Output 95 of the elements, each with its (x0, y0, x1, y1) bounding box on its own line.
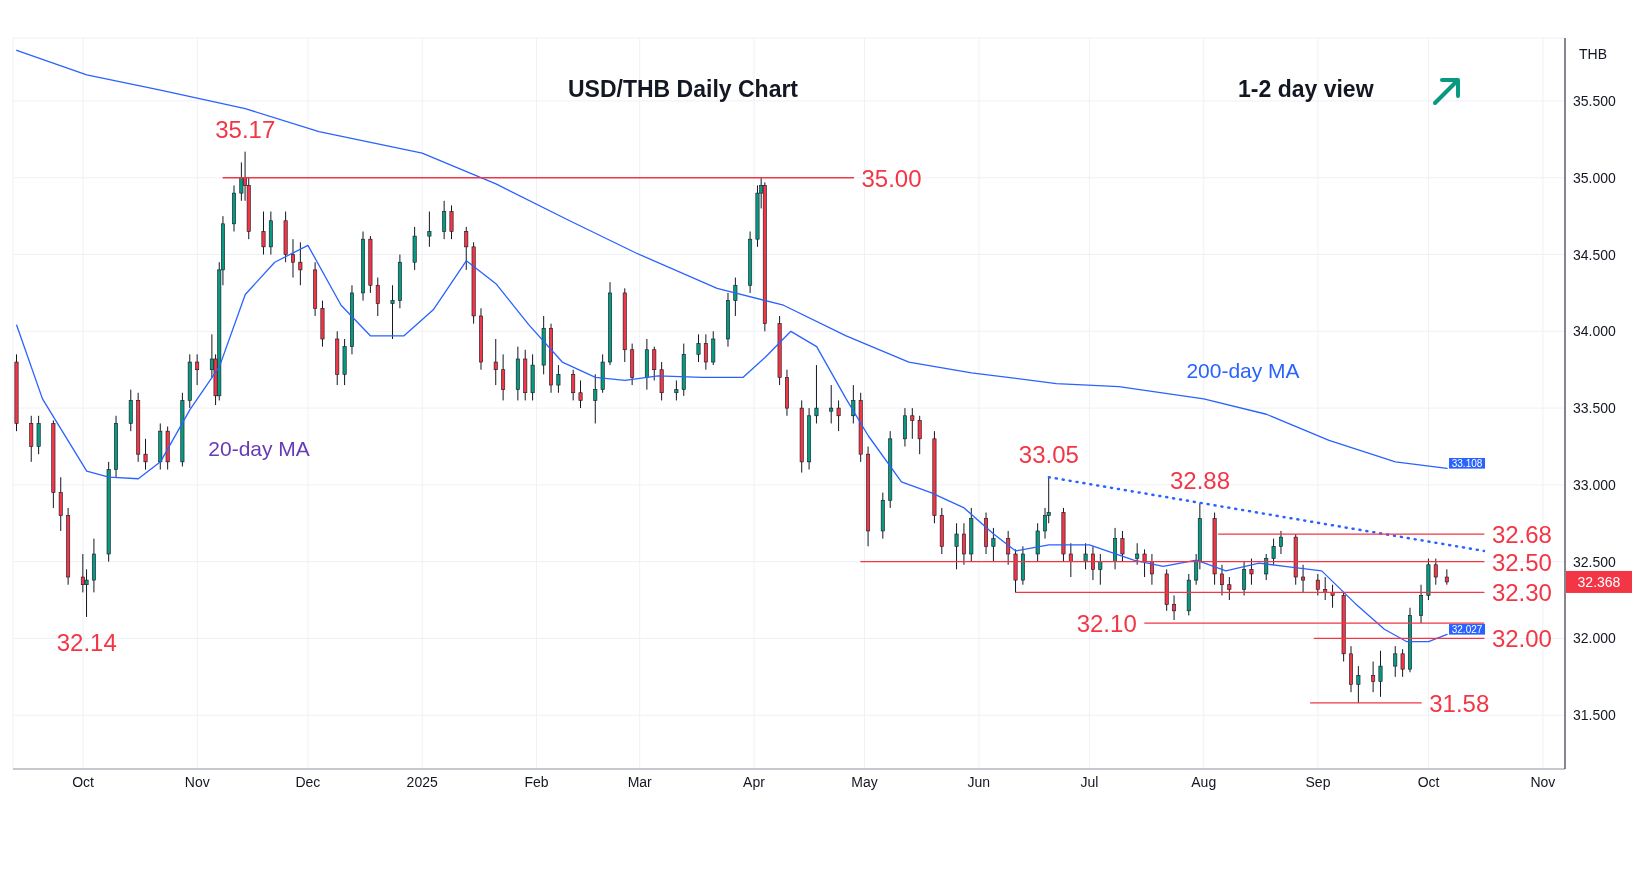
candlestick (1279, 530, 1283, 555)
y-tick-label: 34.500 (1573, 246, 1617, 263)
text: USD/THB Daily Chart (568, 76, 799, 103)
candlestick (58, 476, 63, 532)
x-tick-label: Mar (627, 773, 653, 790)
annotation: 32.10 (1076, 610, 1137, 638)
candlestick (578, 379, 583, 409)
annotation: 31.58 (1429, 689, 1490, 717)
annotation: 32.14 (56, 628, 117, 656)
candlestick (954, 522, 959, 570)
y-tick-label: 34.000 (1573, 323, 1617, 340)
x-tick-label: May (851, 773, 878, 790)
y-axis-title: THB (1579, 46, 1607, 62)
annotation: 33.05 (1018, 441, 1079, 469)
series-label: 200-day MA (1186, 359, 1300, 384)
candlestick (556, 364, 561, 394)
candlestick (501, 353, 506, 401)
x-tick-label: Feb (524, 773, 549, 790)
candlestick (449, 204, 454, 240)
candlestick (261, 211, 266, 256)
x-tick-label: Dec (295, 773, 321, 790)
candlestick (464, 226, 469, 271)
candlestick (29, 415, 34, 463)
x-tick-label: Jul (1080, 773, 1099, 790)
annotation: 1-2 day view (1238, 76, 1374, 103)
y-tick-label: 35.000 (1573, 169, 1617, 186)
candlestick (1400, 648, 1405, 678)
candlestick (427, 211, 432, 248)
candlestick (1419, 584, 1423, 624)
x-tick-label: 2025 (406, 773, 438, 790)
x-tick-label: Oct (72, 773, 95, 790)
candlestick (493, 338, 498, 386)
annotation: 32.68 (1491, 521, 1552, 549)
y-tick-label: 32.000 (1573, 630, 1617, 647)
candlestick (902, 407, 907, 447)
data-label: 32.027 (1451, 623, 1483, 635)
candlestick (571, 369, 576, 401)
candlestick (733, 277, 738, 317)
candlestick (593, 373, 598, 424)
candlestick (814, 364, 819, 424)
data-label: 33.108 (1451, 457, 1483, 469)
y-tick-label: 31.500 (1573, 707, 1617, 724)
candlestick (1271, 538, 1276, 566)
candlestick (1135, 542, 1140, 566)
candlestick (1393, 645, 1398, 678)
candlestick (851, 384, 856, 424)
candlestick (1356, 665, 1361, 704)
candlestick (36, 415, 41, 455)
candlestick (917, 415, 922, 455)
candlestick (143, 438, 148, 471)
text: 32.368 (1577, 573, 1621, 590)
candlestick (375, 277, 380, 317)
candlestick (674, 379, 679, 401)
candlestick (711, 330, 716, 366)
y-tick-label: 33.500 (1573, 400, 1617, 417)
y-tick-label: 32.500 (1573, 553, 1617, 570)
annotation: 32.88 (1170, 467, 1231, 495)
annotation: 32.00 (1491, 625, 1552, 653)
candlestick (1172, 594, 1177, 621)
candlestick (1098, 553, 1103, 586)
candlestick (128, 389, 133, 432)
candlestick (298, 241, 303, 286)
candlestick (1035, 522, 1040, 563)
candlestick (910, 407, 915, 440)
candlestick (1242, 561, 1247, 596)
x-tick-label: Sep (1305, 773, 1331, 790)
candlestick (84, 568, 89, 618)
x-tick-label: Jun (967, 773, 991, 790)
series-label: 20-day MA (208, 436, 310, 461)
candlestick (1378, 650, 1383, 698)
candlestick (836, 399, 841, 432)
annotation: 32.30 (1491, 579, 1552, 607)
candlestick (442, 200, 447, 240)
candlestick (652, 346, 657, 381)
annotation: 32.50 (1491, 548, 1552, 576)
x-tick-label: Oct (1417, 773, 1440, 790)
y-tick-label: 33.000 (1573, 476, 1617, 493)
candlestick (703, 333, 708, 371)
candlestick (659, 361, 664, 401)
candlestick (991, 527, 996, 563)
x-tick-label: Apr (743, 773, 766, 790)
y-tick-label: 35.500 (1573, 92, 1617, 109)
candlestick (291, 238, 295, 279)
candlestick (390, 284, 395, 340)
candlestick (696, 333, 701, 363)
annotation: 35.17 (215, 115, 276, 143)
candlestick (1371, 661, 1376, 693)
x-tick-label: Nov (1530, 773, 1556, 790)
candlestick (829, 384, 834, 424)
x-tick-label: Aug (1191, 773, 1217, 790)
candlestick (195, 353, 200, 386)
annotation: 35.00 (861, 164, 922, 192)
candlestick (1113, 527, 1118, 570)
x-tick-label: Nov (184, 773, 210, 790)
candlestick (1083, 542, 1088, 570)
